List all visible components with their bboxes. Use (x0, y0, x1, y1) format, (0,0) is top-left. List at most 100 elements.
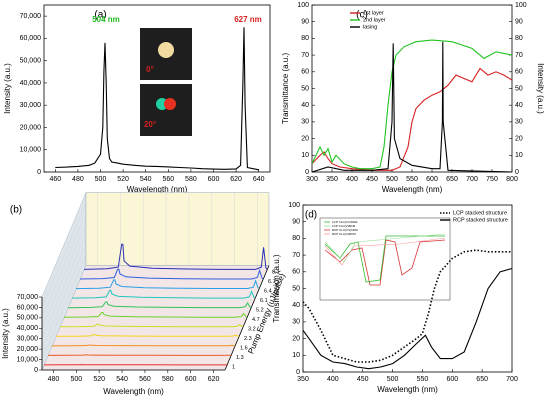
data-line (55, 334, 240, 337)
y-tick-label: 10 (292, 352, 300, 359)
x-tick-label: 540 (116, 376, 128, 383)
x-tick-label: 400 (327, 376, 339, 383)
x-tick-label: 620 (208, 376, 220, 383)
data-line (59, 323, 244, 328)
x-tick-label: 480 (72, 176, 84, 183)
x-tick-label: 650 (476, 376, 488, 383)
x-tick-label: 520 (117, 176, 129, 183)
z-tick-label: 1.3 (236, 355, 244, 361)
legend-label: lasing (363, 24, 377, 30)
x-tick-label: 480 (48, 376, 60, 383)
x-tick-label: 640 (253, 176, 265, 183)
x-tick-label: 500 (386, 176, 398, 183)
y-tick-label: 20,000 (17, 346, 39, 353)
z-tick-label: 6.4 (264, 289, 272, 295)
y-tick-label: 80 (301, 35, 309, 42)
y-tick-label: 70 (292, 252, 300, 259)
annotation: 20° (144, 120, 156, 129)
z-tick-label: 6.1 (260, 298, 268, 304)
y2-tick-label: 70 (515, 52, 523, 59)
y-tick-label: 10 (301, 152, 309, 159)
annotation: 0° (146, 65, 154, 74)
x-tick-label: 580 (162, 376, 174, 383)
data-line (311, 41, 513, 173)
x-tick-label: 560 (162, 176, 174, 183)
x-tick-label: 400 (346, 176, 358, 183)
y-tick-label: 30,000 (20, 102, 42, 109)
grid-line (41, 244, 87, 350)
x-tick-label: 560 (139, 376, 151, 383)
grid-line (41, 202, 87, 308)
x-tick-label: 450 (366, 176, 378, 183)
inset-line (324, 237, 446, 266)
x-tick-label: 800 (506, 176, 518, 183)
x-tick-label: 350 (326, 176, 338, 183)
data-line (63, 312, 248, 318)
inset-legend-label: LCP CLC(CV)NMA (332, 220, 357, 224)
data-line (83, 243, 268, 270)
legend-label: RCP stacked structure (453, 217, 508, 223)
data-line (47, 354, 232, 356)
data-line (302, 267, 513, 370)
x-tick-label: 500 (95, 176, 107, 183)
y-tick-label: 10,000 (17, 356, 39, 363)
y-tick-label: 30,000 (17, 336, 39, 343)
grid-line (41, 192, 87, 298)
y-axis-label: Intensity (a.u.) (1, 308, 10, 359)
x-tick-label: 550 (417, 376, 429, 383)
x-tick-label: 600 (208, 176, 220, 183)
x-tick-label: 500 (70, 376, 82, 383)
x-tick-label: 580 (185, 176, 197, 183)
legend-label: LCP stacked structure (453, 210, 507, 216)
y-tick-label: 90 (292, 219, 300, 226)
y2-tick-label: 20 (515, 135, 523, 142)
z-tick-label: 2.3 (244, 336, 252, 342)
x-tick-label: 550 (406, 176, 418, 183)
data-line (75, 279, 260, 290)
y-axis-label: Transmission (a.u.) (272, 254, 281, 323)
annotation: 504 nm (92, 15, 120, 24)
z-tick-label: 4.7 (252, 317, 260, 323)
y2-tick-label: 0 (515, 169, 519, 176)
y-tick-label: 70 (301, 52, 309, 59)
x-tick-label: 350 (297, 376, 309, 383)
y-tick-label: 60 (292, 269, 300, 276)
y-tick-label: 10,000 (20, 147, 42, 154)
grid-line (41, 223, 87, 329)
panel-label: (a) (94, 10, 106, 21)
y-tick-label: 80 (292, 235, 300, 242)
data-line (55, 27, 259, 171)
inset-line (324, 233, 446, 263)
annotation: 627 nm (234, 15, 262, 24)
grid-line (41, 265, 87, 371)
x-tick-label: 700 (506, 376, 518, 383)
plot-frame (43, 4, 271, 173)
x-axis-label: Wavelength (nm) (382, 185, 443, 194)
y-tick-label: 70,000 (20, 13, 42, 20)
data-line (67, 301, 252, 309)
x-axis-label: Wavelength (nm) (377, 385, 438, 394)
z-axis (224, 265, 270, 371)
y-tick-label: 40 (301, 102, 309, 109)
legend-label: 1st layer (363, 10, 384, 16)
x-tick-label: 600 (426, 176, 438, 183)
y-tick-label: 50,000 (17, 315, 39, 322)
x-axis-label: Wavelength (nm) (127, 185, 188, 194)
y2-tick-label: 60 (515, 69, 523, 76)
inset-line (324, 235, 445, 283)
y-tick-label: 70,000 (17, 294, 39, 301)
z-tick-label: 1 (232, 365, 235, 371)
data-line (51, 344, 236, 347)
inset-frame (319, 217, 451, 301)
data-line (311, 67, 513, 171)
panel-label: (b) (10, 205, 22, 216)
data-line (71, 289, 256, 299)
y-tick-label: 20 (292, 335, 300, 342)
inset-legend-label: RCP CLC(CV)NMA (332, 228, 358, 232)
y-tick-label: 40,000 (20, 80, 42, 87)
x-tick-label: 750 (486, 176, 498, 183)
y2-tick-label: 80 (515, 35, 523, 42)
y-tick-label: 50 (301, 85, 309, 92)
y-tick-label: 0 (34, 367, 38, 374)
